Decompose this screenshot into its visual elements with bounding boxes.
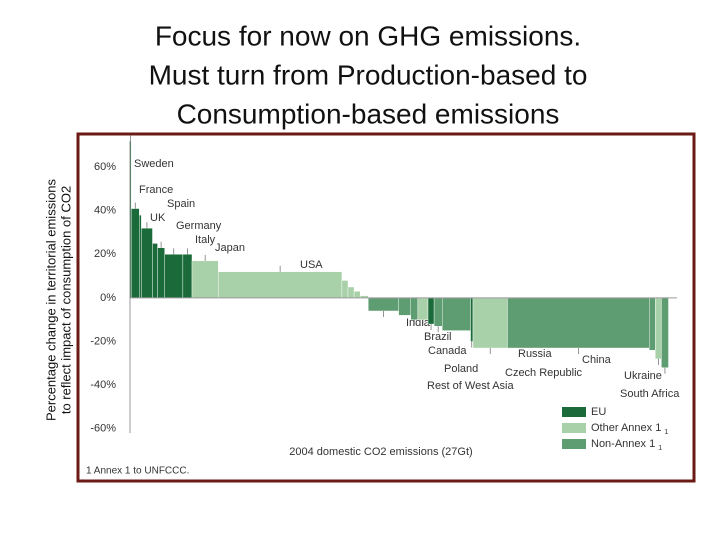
category-label: Spain <box>167 198 195 210</box>
bar <box>472 297 508 349</box>
x-axis-label: 2004 domestic CO2 emissions (27Gt) <box>289 446 472 458</box>
legend-marker: 1 <box>664 429 668 436</box>
legend-swatch <box>562 407 586 417</box>
bar <box>433 297 443 327</box>
bar <box>427 297 435 325</box>
bar <box>417 297 429 320</box>
y-axis-label: Percentage change in territorial emissio… <box>43 178 58 421</box>
legend-swatch <box>562 439 586 449</box>
category-label: Rest of West Asia <box>427 380 514 392</box>
bar <box>353 291 361 299</box>
y-tick-label: 20% <box>94 248 116 260</box>
bar <box>507 297 650 349</box>
y-tick-label: -40% <box>90 379 116 391</box>
category-label: Czech Republic <box>505 367 583 379</box>
bar <box>182 254 193 299</box>
bar <box>368 297 399 312</box>
category-label: Poland <box>444 363 478 375</box>
bar <box>341 280 349 299</box>
bar <box>661 297 669 368</box>
category-label: USA <box>300 259 323 271</box>
footnote: 1 Annex 1 to UNFCCC. <box>86 466 189 477</box>
bar <box>191 260 219 299</box>
category-label: France <box>139 184 173 196</box>
bar <box>441 297 471 331</box>
bar <box>157 247 165 299</box>
bar <box>655 297 662 360</box>
y-tick-label: 60% <box>94 161 116 173</box>
bar <box>398 297 411 316</box>
title-line: Focus for now on GHG emissions. <box>155 20 581 51</box>
category-label: Sweden <box>134 158 174 170</box>
category-label: Germany <box>176 220 222 232</box>
bar <box>141 227 153 299</box>
bar <box>649 297 656 351</box>
category-label: Canada <box>428 345 467 357</box>
title-line: Consumption-based emissions <box>177 98 560 129</box>
legend-marker: 1 <box>658 445 662 452</box>
title-line: Must turn from Production-based to <box>149 59 588 90</box>
category-label: Brazil <box>424 331 452 343</box>
y-axis-label: to reflect impact of consumption of CO2 <box>58 186 73 414</box>
category-label: Russia <box>518 348 553 360</box>
category-label: UK <box>150 212 166 224</box>
bar <box>218 271 343 299</box>
y-tick-label: 0% <box>100 292 116 304</box>
category-label: Ukraine <box>624 370 662 382</box>
legend-label: EU <box>591 406 606 418</box>
category-label: China <box>582 354 612 366</box>
y-tick-label: 40% <box>94 205 116 217</box>
bar <box>347 286 355 299</box>
category-label: Italy <box>195 234 216 246</box>
bar <box>139 214 142 299</box>
y-tick-label: -60% <box>90 423 116 435</box>
category-label: Japan <box>215 242 245 254</box>
y-tick-label: -20% <box>90 335 116 347</box>
bar <box>164 254 184 299</box>
bar <box>131 208 140 299</box>
legend-swatch <box>562 423 586 433</box>
bar <box>152 243 158 299</box>
category-label: India <box>406 317 431 329</box>
category-label: South Africa <box>620 388 680 400</box>
bar <box>470 297 474 342</box>
bar <box>410 297 419 320</box>
